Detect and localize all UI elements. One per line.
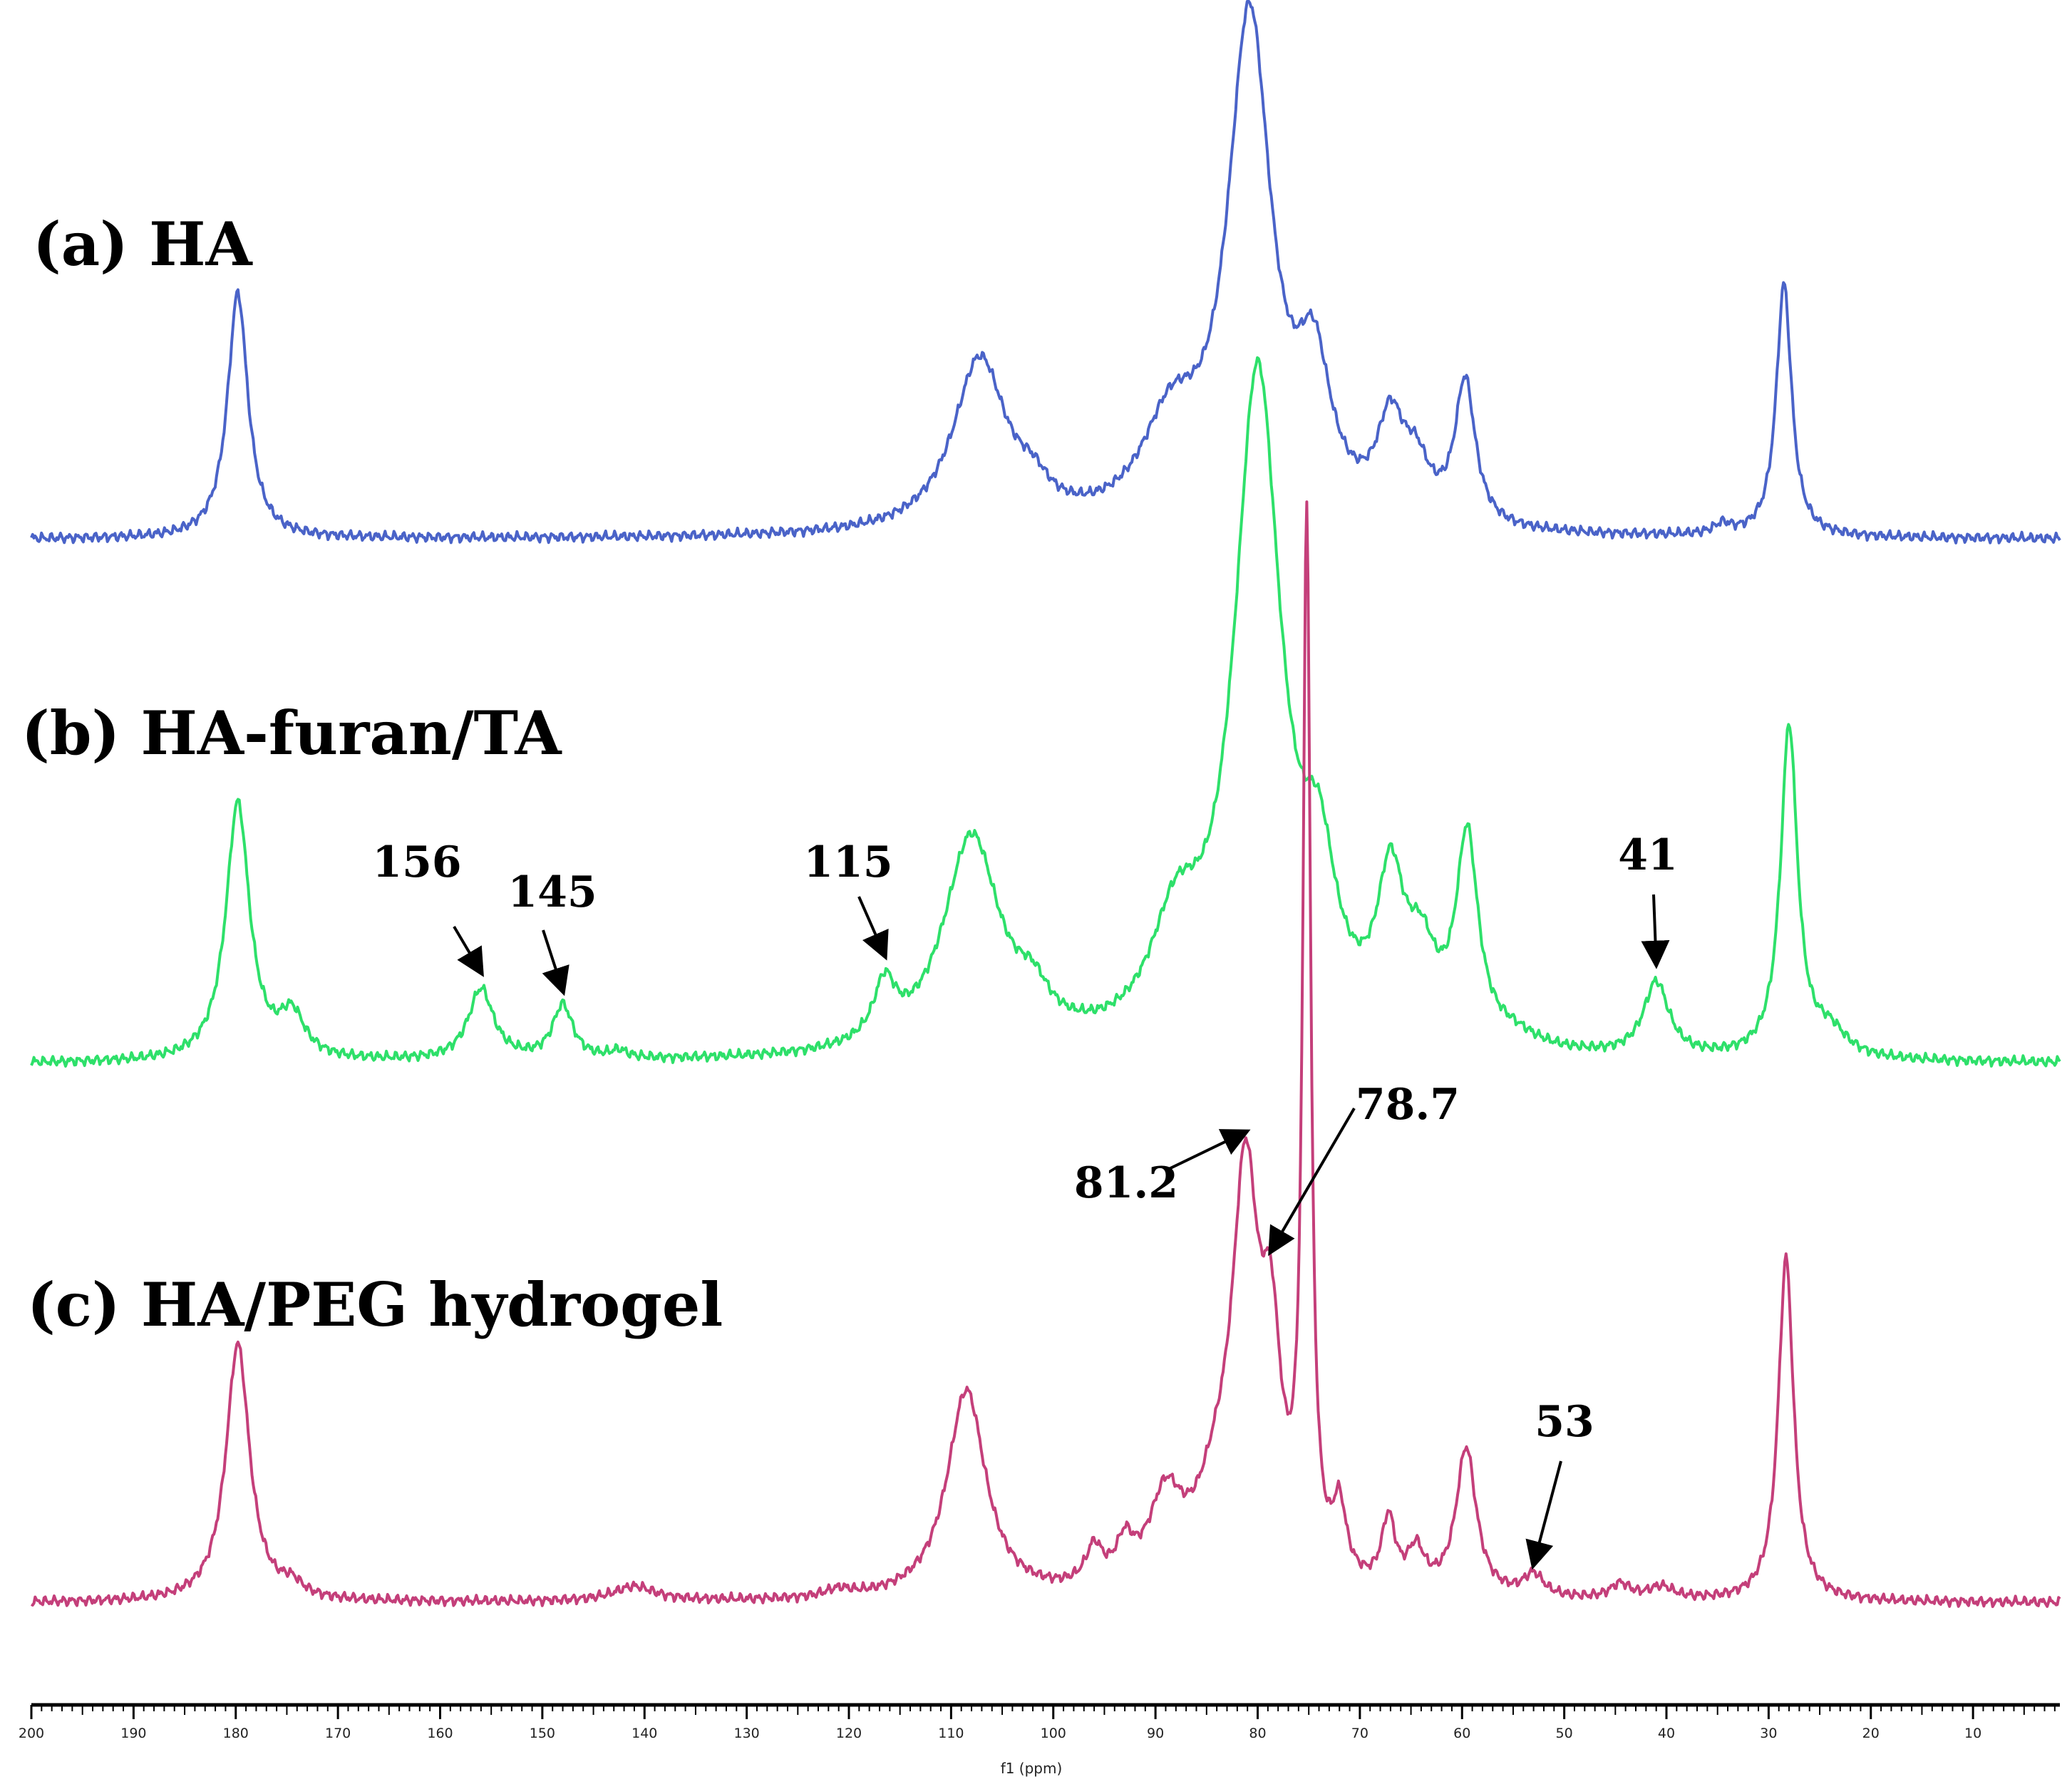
x-tick-label: 130: [733, 1726, 759, 1741]
x-tick-label: 140: [632, 1726, 657, 1741]
peak-annotation-arrow-7: [1525, 1460, 1562, 1570]
x-axis-title: f1 (ppm): [1001, 1760, 1063, 1777]
x-tick-label: 190: [120, 1726, 146, 1741]
x-tick-label: 110: [938, 1726, 964, 1741]
peak-annotation-label-3: 115: [803, 837, 892, 887]
x-tick-label: 160: [427, 1726, 453, 1741]
x-tick-label: 150: [530, 1726, 555, 1741]
x-axis: 200 190 180 170 160 150 140 130 120 110 100 90 80 70 6…: [19, 1703, 2060, 1777]
x-tick-label: 10: [1964, 1726, 1981, 1741]
peak-annotation-label-6: 78.7: [1356, 1080, 1460, 1130]
x-tick-label: 180: [223, 1726, 249, 1741]
x-tick-label: 60: [1453, 1726, 1470, 1741]
peak-annotation-arrow-6: [1268, 1107, 1356, 1257]
series-label-2: (b) HA-furan/TA: [21, 698, 562, 768]
peak-annotation-label-5: 81.2: [1074, 1158, 1178, 1208]
series-labels-group: (a) HA (b) HA-furan/TA (c) HA/PEG hydrogel: [21, 209, 723, 1340]
peak-annotation-arrow-3: [857, 896, 889, 961]
peak-annotation-arrow-2: [542, 929, 569, 996]
x-tick-label: 170: [325, 1726, 351, 1741]
peak-annotation-label-2: 145: [507, 867, 597, 917]
x-tick-label: 40: [1658, 1726, 1675, 1741]
spectrum-line-1: [30, 0, 2061, 545]
peak-annotation-arrow-1: [453, 925, 484, 977]
x-tick-label: 80: [1249, 1726, 1266, 1741]
peak-annotation-label-7: 53: [1535, 1397, 1594, 1447]
spectrum-line-2: [30, 356, 2061, 1068]
x-tick-label: 100: [1041, 1726, 1066, 1741]
spectrum-line-3: [30, 500, 2061, 1609]
series-label-3: (c) HA/PEG hydrogel: [27, 1269, 723, 1340]
peak-annotation-arrow-5: [1168, 1129, 1251, 1170]
x-tick-label: 50: [1556, 1726, 1573, 1741]
x-tick-label: 70: [1351, 1726, 1369, 1741]
x-tick-label: 20: [1862, 1726, 1880, 1741]
x-tick-label: 200: [19, 1726, 44, 1741]
x-tick-label: 120: [836, 1726, 862, 1741]
peak-annotation-label-4: 41: [1618, 830, 1678, 880]
annotations-group: 156 145 115 41 81.2 78.7 53: [372, 830, 1678, 1570]
series-label-1: (a) HA: [33, 209, 254, 279]
peak-annotation-arrow-4: [1641, 894, 1670, 969]
spectra-group: [30, 0, 2061, 1609]
peak-annotation-label-1: 156: [372, 837, 461, 887]
x-tick-label: 90: [1147, 1726, 1164, 1741]
x-tick-label: 30: [1760, 1726, 1777, 1741]
